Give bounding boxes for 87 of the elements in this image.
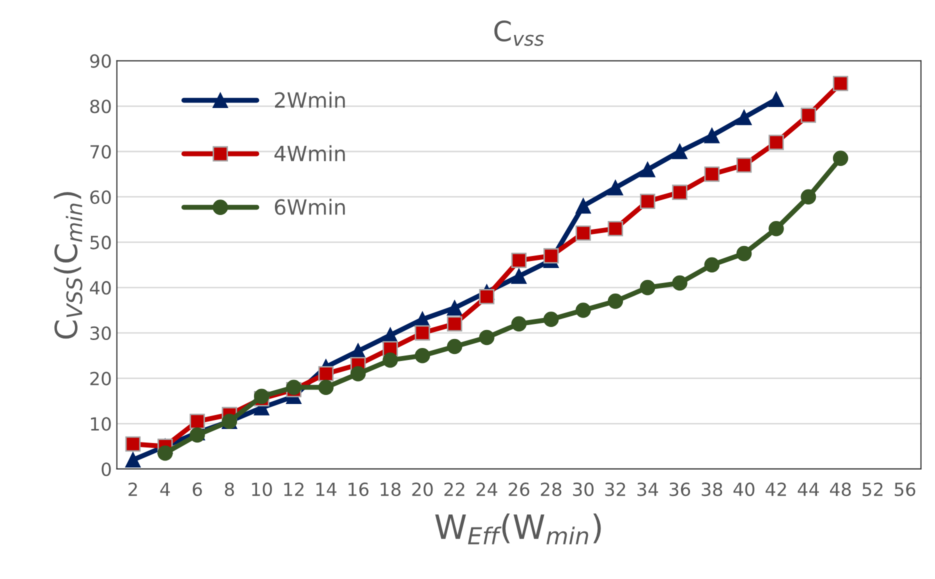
point: [446, 316, 462, 332]
x-tick-label: 10: [252, 482, 272, 496]
point: [800, 108, 816, 123]
point: [800, 189, 816, 204]
y-tick-label: 50: [90, 236, 111, 250]
y-tick-label: 70: [90, 144, 111, 159]
x-tick-label: 36: [670, 482, 690, 496]
x-tick-label: 18: [380, 482, 401, 496]
x-tick-label: 34: [637, 482, 658, 496]
point: [768, 220, 784, 236]
point: [543, 248, 559, 264]
x-tick-label: 30: [573, 482, 594, 496]
point: [704, 257, 720, 273]
x-tick-label: 16: [348, 482, 368, 496]
point: [446, 338, 462, 354]
point: [543, 312, 559, 327]
x-tick-label: 42: [766, 482, 786, 496]
point: [157, 445, 173, 461]
point: [736, 246, 752, 262]
point: [414, 325, 430, 341]
point: [190, 427, 205, 443]
point: [704, 128, 720, 144]
y-axis-title: C$_{VSS}$(C$_{min}$): [54, 192, 82, 339]
point: [576, 198, 591, 214]
x-tick-label: 4: [160, 482, 170, 496]
point: [640, 162, 656, 178]
legend-label: 6Wmin: [274, 198, 345, 215]
point: [736, 110, 752, 126]
point: [382, 352, 398, 368]
point: [511, 252, 527, 268]
point: [608, 180, 624, 196]
point: [704, 166, 720, 182]
point: [446, 300, 462, 316]
legend-label: 4Wmin: [274, 145, 345, 162]
x-tick-label: 20: [412, 482, 433, 496]
point: [479, 289, 494, 304]
point: [768, 92, 784, 107]
point: [511, 268, 527, 284]
point: [608, 294, 624, 309]
x-tick-label: 40: [733, 482, 754, 496]
point: [125, 452, 141, 468]
legend-label: 2Wmin: [274, 92, 345, 108]
point: [672, 184, 688, 200]
x-axis-title: W$_{Eff}$(W$_{min}$): [435, 514, 601, 544]
x-tick-label: 28: [540, 482, 562, 496]
y-tick-label: 30: [90, 326, 111, 340]
point: [350, 366, 366, 382]
x-tick-label: 8: [224, 482, 234, 496]
y-tick-label: 10: [91, 417, 111, 431]
x-tick-label: 22: [444, 482, 464, 496]
point: [672, 275, 688, 291]
point: [576, 226, 591, 241]
y-tick-label: 80: [90, 100, 111, 114]
point: [125, 436, 141, 452]
point: [318, 366, 334, 382]
point: [736, 157, 752, 173]
x-tick-label: 44: [798, 482, 819, 496]
point: [608, 220, 624, 236]
point: [640, 194, 656, 210]
x-tick-label: 52: [862, 482, 882, 496]
y-tick-label: 60: [90, 190, 111, 204]
point: [190, 414, 205, 430]
point: [576, 302, 591, 318]
x-tick-label: 24: [476, 482, 498, 496]
point: [479, 330, 494, 346]
point: [640, 280, 656, 296]
x-tick-label: 2: [128, 482, 137, 496]
x-tick-label: 26: [508, 482, 530, 496]
point: [768, 134, 784, 150]
x-tick-label: 56: [894, 482, 916, 496]
point: [414, 348, 430, 364]
point: [511, 316, 527, 332]
x-tick-label: 12: [284, 482, 304, 496]
y-tick-label: 0: [102, 462, 111, 476]
point: [832, 76, 848, 92]
x-tick-label: 6: [192, 482, 202, 496]
chart-title: C$_{vss}$: [494, 20, 544, 46]
y-tick-label: 40: [90, 281, 111, 295]
x-tick-label: 14: [316, 482, 336, 496]
point: [672, 144, 688, 160]
y-tick-label: 20: [90, 372, 111, 386]
point: [318, 380, 334, 395]
x-tick-label: 38: [702, 482, 722, 496]
x-tick-label: 48: [830, 482, 851, 496]
x-tick-label: 32: [605, 482, 626, 496]
y-tick-label: 90: [90, 54, 111, 68]
point: [832, 150, 848, 166]
